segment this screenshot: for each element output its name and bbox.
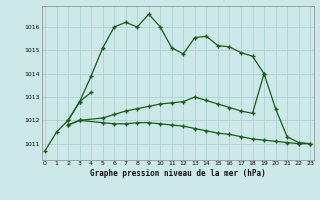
X-axis label: Graphe pression niveau de la mer (hPa): Graphe pression niveau de la mer (hPa) [90,169,266,178]
